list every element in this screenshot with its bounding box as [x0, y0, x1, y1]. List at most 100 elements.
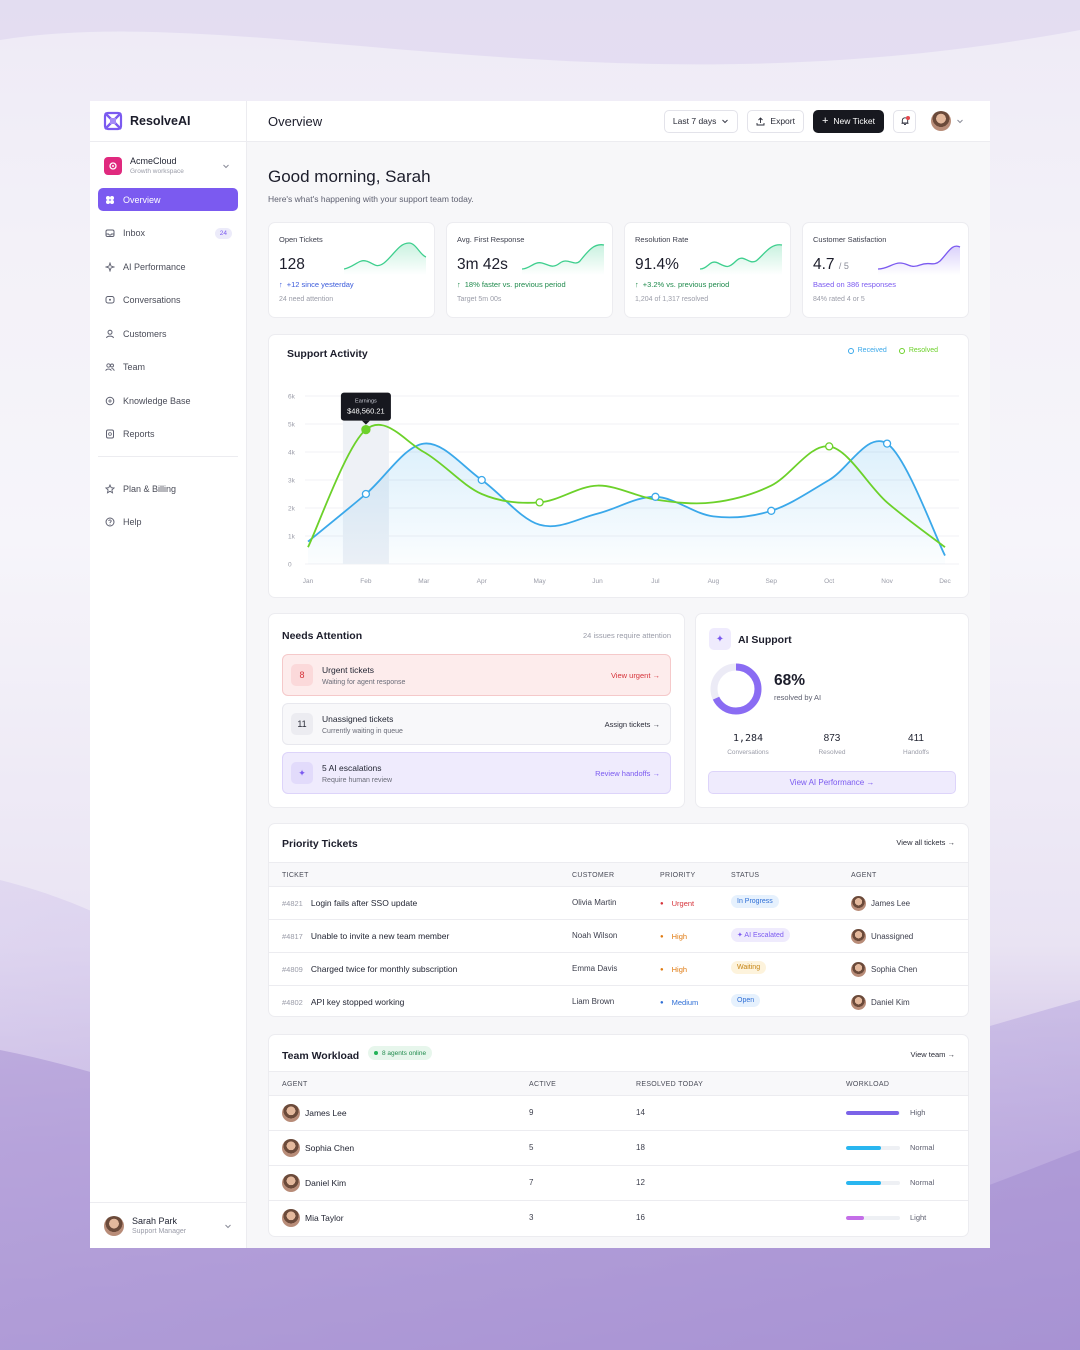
table-row[interactable]: Sophia Chen 5 18 Normal — [269, 1131, 968, 1166]
attention-row-urgent[interactable]: 8 Urgent tickets Waiting for agent respon… — [282, 654, 671, 696]
review-handoffs-link[interactable]: Review handoffs → — [595, 768, 660, 778]
table-header: AGENT ACTIVE RESOLVED TODAY WORKLOAD — [269, 1071, 968, 1096]
column-header[interactable]: WORKLOAD — [846, 1081, 890, 1088]
column-header[interactable]: ACTIVE — [529, 1081, 557, 1088]
data-point[interactable] — [477, 475, 486, 485]
tooltip-value: $48,560.21 — [347, 407, 385, 416]
x-tick-label: Jul — [651, 578, 660, 585]
logo[interactable]: ResolveAI — [90, 101, 246, 142]
view-urgent-link[interactable]: View urgent → — [610, 670, 660, 680]
attention-row-unassigned[interactable]: 11 Unassigned tickets Currently waiting i… — [282, 703, 671, 745]
agent-name[interactable]: Sophia Chen — [305, 1143, 355, 1153]
help-icon — [105, 517, 115, 527]
table-row[interactable]: Daniel Kim 7 12 Normal — [269, 1166, 968, 1201]
column-header[interactable]: STATUS — [731, 872, 760, 879]
sidebar-item-inbox[interactable]: Inbox 24 — [98, 222, 238, 245]
sidebar-item-ai-performance[interactable]: AI Performance — [98, 255, 238, 278]
brand-logo-icon — [103, 111, 123, 131]
stat-title: Customer Satisfaction — [813, 235, 887, 244]
ai-resolved-percent: 68% — [774, 672, 806, 689]
new-ticket-button[interactable]: + New Ticket — [812, 109, 884, 133]
data-point[interactable] — [361, 424, 371, 435]
avatar — [282, 1139, 300, 1157]
stat-value: 3m 42s — [457, 256, 508, 273]
column-header[interactable]: PRIORITY — [660, 872, 696, 879]
view-ai-performance-button[interactable]: View AI Performance → — [708, 771, 956, 794]
attention-note: 24 issues require attention — [583, 631, 671, 640]
needs-attention-card: Needs Attention 24 issues require attent… — [268, 613, 685, 808]
stat-card[interactable]: Open Tickets 128 ↑ +12 since yesterday 24 ne… — [268, 222, 435, 318]
stat-card[interactable]: Customer Satisfaction 4.7 / 5 Based on 386… — [802, 222, 969, 318]
stat-card[interactable]: Resolution Rate 91.4% ↑ +3.2% vs. previous … — [624, 222, 791, 318]
column-header[interactable]: AGENT — [282, 1081, 308, 1088]
attention-row-ai-escalations[interactable]: ✦ 5 AI escalations Require human review R… — [282, 752, 671, 794]
view-team-link[interactable]: View team → — [910, 1050, 955, 1059]
ticket-subject[interactable]: Unable to invite a new team member — [310, 931, 450, 941]
sidebar-item-plan-billing[interactable]: Plan & Billing — [98, 477, 238, 500]
area-received — [308, 441, 945, 564]
nav-divider — [98, 456, 238, 457]
assign-tickets-link[interactable]: Assign tickets → — [604, 719, 660, 729]
x-tick-label: Apr — [477, 578, 488, 585]
ticket-subject[interactable]: Login fails after SSO update — [310, 898, 418, 908]
avatar — [282, 1174, 300, 1192]
nav-menu: Overview Inbox 24 AI Performance Convers… — [90, 188, 246, 534]
view-all-tickets-link[interactable]: View all tickets → — [896, 838, 955, 847]
data-point[interactable] — [882, 439, 892, 448]
table-row[interactable]: #4821 Login fails after SSO update Olivia … — [269, 887, 968, 920]
ticket-subject[interactable]: Charged twice for monthly subscription — [310, 964, 458, 974]
sidebar-item-reports[interactable]: Reports — [98, 423, 238, 446]
sidebar-item-knowledge-base[interactable]: Knowledge Base — [98, 389, 238, 412]
team-workload-card: Team Workload 8 agents online View team … — [268, 1034, 969, 1237]
sidebar-item-conversations[interactable]: Conversations — [98, 289, 238, 312]
agent-name[interactable]: James Lee — [305, 1108, 347, 1118]
legend-item-received[interactable]: Received — [847, 347, 887, 354]
data-point[interactable] — [361, 489, 371, 499]
y-tick-label: 4k — [288, 450, 296, 457]
workspace-switcher[interactable]: AcmeCloud Growth workspace — [104, 156, 238, 175]
avatar — [851, 962, 866, 977]
customer-name: Emma Davis — [572, 964, 618, 973]
sidebar-item-label: Overview — [123, 194, 161, 205]
agent-name[interactable]: Mia Taylor — [305, 1213, 344, 1223]
sidebar-item-help[interactable]: Help — [98, 511, 238, 534]
data-point[interactable] — [535, 498, 544, 507]
column-header[interactable]: AGENT — [851, 872, 877, 879]
table-row[interactable]: #4809 Charged twice for monthly subscript… — [269, 953, 968, 986]
account-menu[interactable] — [931, 111, 964, 131]
agent-name: Daniel Kim — [871, 998, 910, 1007]
legend-item-resolved[interactable]: Resolved — [898, 347, 938, 354]
ticket-subject[interactable]: API key stopped working — [310, 997, 405, 1007]
priority-badge: High — [660, 965, 687, 974]
column-header[interactable]: TICKET — [282, 872, 309, 879]
page-title: Overview — [268, 113, 323, 129]
y-tick-label: 3k — [288, 478, 296, 485]
table-row[interactable]: #4817 Unable to invite a new team member N… — [269, 920, 968, 953]
data-point[interactable] — [651, 492, 660, 501]
notifications-button[interactable] — [893, 109, 916, 133]
ticket-id: #4821 — [282, 898, 303, 908]
agent-name: James Lee — [871, 899, 911, 908]
y-tick-label: 1k — [288, 534, 296, 541]
sidebar-item-customers[interactable]: Customers — [98, 322, 238, 345]
stat-title: Open Tickets — [279, 235, 323, 244]
stat-card[interactable]: Avg. First Response 3m 42s ↑ 18% faster vs.… — [446, 222, 613, 318]
attention-title: Unassigned tickets — [322, 713, 394, 724]
sidebar-item-overview[interactable]: Overview — [98, 188, 238, 211]
data-point[interactable] — [767, 506, 776, 515]
table-row[interactable]: James Lee 9 14 High — [269, 1096, 968, 1131]
table-row[interactable]: #4802 API key stopped working Liam Brown Me… — [269, 986, 968, 1016]
column-header[interactable]: RESOLVED TODAY — [636, 1081, 704, 1088]
table-row[interactable]: Mia Taylor 3 16 Light — [269, 1201, 968, 1236]
report-icon — [105, 429, 115, 439]
stat-footnote: 84% rated 4 or 5 — [813, 296, 865, 303]
column-header[interactable]: CUSTOMER — [572, 872, 615, 879]
data-point[interactable] — [825, 442, 834, 451]
date-range-select[interactable]: Last 7 days — [663, 109, 739, 133]
sidebar-item-team[interactable]: Team — [98, 356, 238, 379]
agent-name[interactable]: Daniel Kim — [305, 1178, 347, 1188]
avatar — [851, 896, 866, 911]
user-icon — [105, 329, 115, 339]
user-profile-menu[interactable]: Sarah Park Support Manager — [90, 1202, 246, 1248]
export-button[interactable]: Export — [747, 109, 804, 133]
